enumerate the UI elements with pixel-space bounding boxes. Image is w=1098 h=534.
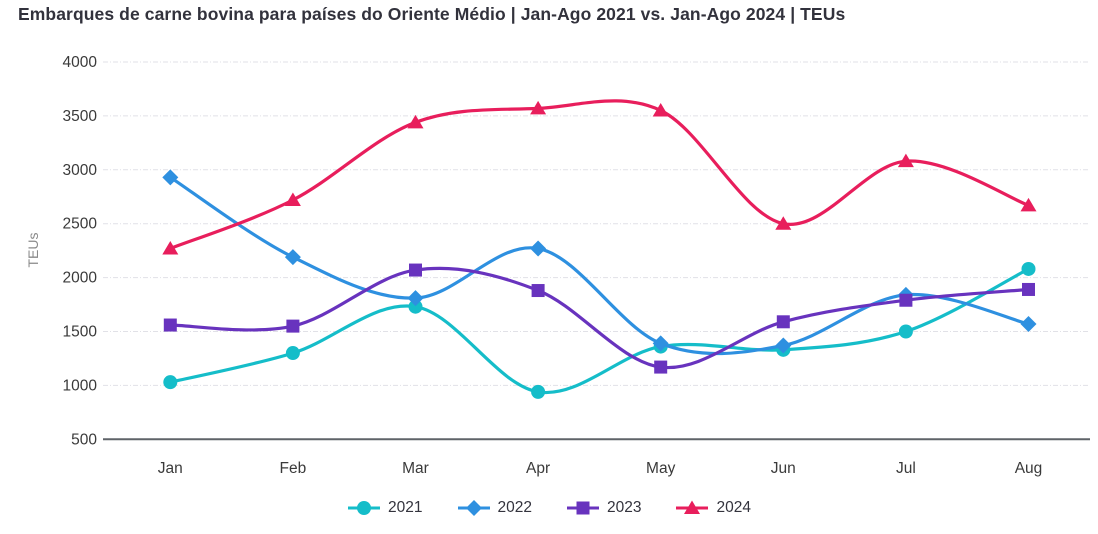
series-marker-2022	[1020, 315, 1037, 332]
legend-item-2024[interactable]: 2024	[675, 499, 751, 517]
x-tick-label: Jun	[771, 460, 796, 477]
x-tick-label: Jul	[896, 460, 916, 477]
series-marker-2024	[652, 103, 669, 117]
x-tick-label: Mar	[402, 460, 429, 477]
series-line-2024	[168, 99, 1031, 251]
series-marker-2023	[286, 319, 300, 333]
square-legend-icon	[567, 501, 599, 515]
x-tick-label: Jan	[158, 460, 183, 477]
series-marker-2022	[284, 249, 301, 266]
series-marker-2024	[897, 153, 914, 168]
series-line-2022	[168, 175, 1031, 356]
legend-marker	[576, 501, 590, 515]
circle-legend-icon	[348, 501, 381, 515]
series-marker-2023	[1022, 282, 1035, 296]
diamond-legend-icon	[457, 500, 490, 516]
series-marker-2024	[407, 114, 424, 129]
legend-item-2023[interactable]: 2023	[566, 499, 641, 517]
series-marker-2023	[409, 263, 422, 277]
series-marker-2024	[530, 100, 547, 115]
legend-marker	[684, 500, 701, 514]
chart-legend: 2021 2022 2023 2024	[0, 499, 1098, 517]
series-marker-2023	[776, 315, 790, 329]
y-tick-label: 3000	[63, 162, 98, 179]
series-marker-2023	[163, 318, 177, 332]
series-marker-2024	[162, 240, 179, 255]
series-line-2023	[168, 266, 1031, 370]
legend-label: 2021	[388, 499, 423, 516]
y-axis-title: TEUs	[25, 233, 41, 268]
series-marker-2023	[654, 360, 668, 374]
series-marker-2021	[1021, 261, 1036, 276]
legend-label: 2024	[716, 499, 751, 516]
series-marker-2021	[163, 375, 178, 390]
y-tick-label: 3500	[63, 108, 98, 125]
series-marker-2021	[898, 324, 913, 339]
series-line-2021	[168, 267, 1031, 395]
series-marker-2022	[162, 169, 179, 186]
series-marker-2022	[775, 337, 792, 354]
legend-marker	[357, 501, 372, 515]
series-marker-2022	[652, 335, 669, 352]
series-marker-2024	[284, 192, 301, 206]
y-tick-label: 4000	[63, 54, 98, 71]
legend-label: 2022	[497, 499, 532, 516]
series-marker-2024	[1020, 197, 1037, 212]
y-tick-label: 2500	[63, 216, 98, 233]
y-tick-label: 2000	[63, 270, 98, 287]
y-tick-label: 500	[71, 431, 97, 448]
chart-title: Embarques de carne bovina para países do…	[18, 4, 846, 24]
x-tick-label: May	[646, 460, 676, 477]
x-tick-label: Aug	[1015, 460, 1043, 477]
x-tick-label: Feb	[280, 460, 307, 477]
series-marker-2024	[775, 216, 792, 230]
series-marker-2023	[531, 284, 545, 298]
series-marker-2022	[407, 290, 424, 307]
series-marker-2021	[408, 299, 423, 314]
y-tick-label: 1000	[63, 377, 98, 394]
legend-marker	[465, 500, 482, 516]
series-marker-2023	[899, 293, 913, 307]
y-tick-label: 1500	[63, 324, 98, 341]
series-marker-2021	[531, 384, 546, 399]
legend-item-2021[interactable]: 2021	[347, 499, 423, 517]
triangle-legend-icon	[676, 500, 709, 514]
legend-label: 2023	[607, 499, 642, 516]
x-tick-label: Apr	[526, 460, 550, 477]
series-marker-2022	[530, 240, 547, 257]
series-marker-2021	[285, 346, 300, 361]
legend-item-2022[interactable]: 2022	[457, 499, 532, 517]
